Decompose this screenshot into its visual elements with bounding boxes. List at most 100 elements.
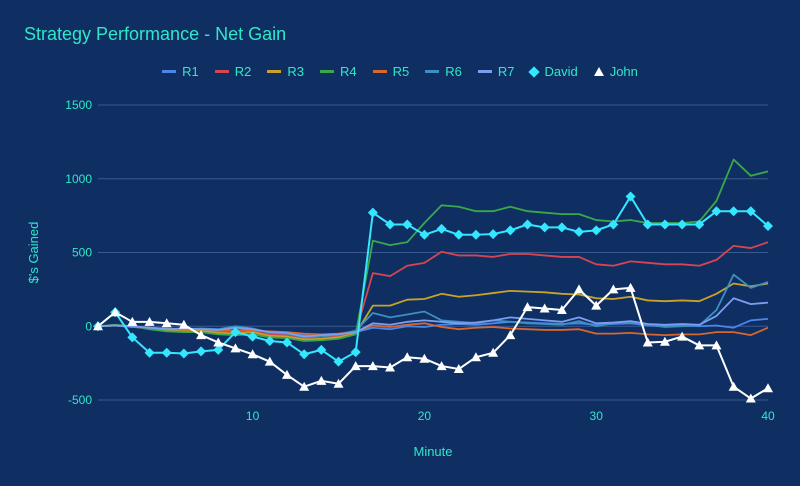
data-point-john bbox=[574, 284, 585, 294]
data-point-john bbox=[316, 375, 327, 385]
data-point-david bbox=[763, 220, 773, 231]
data-point-david bbox=[213, 344, 224, 355]
data-point-david bbox=[161, 347, 172, 358]
data-point-john bbox=[488, 347, 499, 357]
data-point-david bbox=[591, 225, 602, 236]
data-point-john bbox=[556, 305, 567, 315]
data-point-john bbox=[625, 282, 636, 292]
data-point-john bbox=[178, 319, 189, 329]
data-point-john bbox=[299, 381, 310, 391]
data-point-john bbox=[196, 330, 207, 340]
data-point-david bbox=[402, 219, 413, 230]
data-point-john bbox=[110, 307, 121, 317]
data-point-david bbox=[642, 219, 653, 230]
series-line-r4 bbox=[97, 158, 769, 342]
legend-item-r3: R3 bbox=[267, 64, 304, 79]
data-point-david bbox=[247, 331, 258, 342]
data-point-john bbox=[745, 393, 756, 403]
data-point-john bbox=[694, 340, 705, 350]
legend-label: R2 bbox=[234, 64, 252, 79]
y-tick-label: 0 bbox=[85, 319, 92, 333]
data-point-david bbox=[556, 222, 567, 233]
data-point-john bbox=[522, 302, 533, 312]
legend-swatch bbox=[267, 70, 282, 73]
series-line-john bbox=[97, 286, 769, 400]
chart-title: Strategy Performance - Net Gain bbox=[24, 24, 287, 44]
data-point-david bbox=[728, 206, 739, 217]
data-point-john bbox=[436, 361, 447, 371]
data-point-john bbox=[385, 362, 396, 372]
data-point-john bbox=[728, 381, 739, 391]
data-point-david bbox=[625, 191, 636, 202]
data-point-john bbox=[677, 331, 688, 341]
data-point-john bbox=[230, 343, 241, 353]
data-point-john bbox=[419, 353, 430, 363]
legend-swatch bbox=[372, 70, 387, 73]
data-point-john bbox=[264, 356, 275, 366]
data-point-david bbox=[659, 219, 670, 230]
data-point-john bbox=[470, 352, 481, 362]
data-point-john bbox=[539, 303, 550, 313]
legend-label: John bbox=[609, 64, 638, 79]
series-line-david bbox=[97, 195, 769, 363]
legend-label: R5 bbox=[392, 64, 410, 79]
data-point-john bbox=[247, 349, 258, 359]
data-point-david bbox=[745, 206, 756, 217]
legend-swatch bbox=[425, 70, 440, 73]
legend-label: R7 bbox=[497, 64, 515, 79]
data-point-david bbox=[453, 229, 464, 240]
data-point-john bbox=[127, 316, 138, 326]
data-point-david bbox=[367, 207, 378, 218]
data-point-john bbox=[402, 352, 413, 362]
legend-swatch bbox=[214, 70, 229, 73]
data-point-david bbox=[333, 356, 344, 367]
data-point-john bbox=[659, 336, 670, 346]
data-point-john bbox=[281, 369, 292, 379]
legend-label: R6 bbox=[445, 64, 462, 79]
data-point-david bbox=[522, 219, 533, 230]
data-point-david bbox=[711, 206, 722, 217]
series-line-r7 bbox=[97, 297, 769, 338]
x-tick-label: 10 bbox=[246, 409, 260, 423]
data-point-john bbox=[642, 337, 653, 347]
legend-swatch bbox=[477, 70, 492, 73]
data-point-david bbox=[694, 219, 705, 230]
legend-swatch bbox=[162, 70, 177, 73]
y-tick-label: 1500 bbox=[65, 98, 92, 112]
y-tick-label: 500 bbox=[72, 246, 92, 260]
data-point-david bbox=[350, 347, 361, 358]
legend-item-r4: R4 bbox=[319, 64, 357, 79]
legend-swatch bbox=[593, 67, 604, 76]
data-point-john bbox=[591, 300, 602, 310]
data-point-john bbox=[763, 383, 773, 393]
data-point-john bbox=[367, 361, 378, 371]
legend-item-r5: R5 bbox=[372, 64, 410, 79]
data-point-john bbox=[505, 330, 516, 340]
data-point-david bbox=[281, 337, 292, 348]
legend-item-r1: R1 bbox=[162, 64, 199, 79]
x-tick-label: 30 bbox=[590, 409, 604, 423]
legend-item-david: David bbox=[528, 64, 578, 79]
y-tick-label: -500 bbox=[68, 393, 92, 407]
data-point-john bbox=[711, 340, 722, 350]
y-axis-title: $'s Gained bbox=[26, 222, 41, 284]
series-line-r6 bbox=[97, 273, 769, 339]
data-point-john bbox=[453, 364, 464, 374]
data-point-john bbox=[213, 337, 224, 347]
data-point-david bbox=[230, 327, 241, 338]
data-point-david bbox=[316, 344, 327, 355]
data-point-david bbox=[385, 219, 396, 230]
data-point-david bbox=[505, 225, 516, 236]
series-line-r3 bbox=[97, 282, 769, 341]
data-point-david bbox=[127, 332, 138, 343]
legend-swatch bbox=[319, 70, 334, 73]
data-point-john bbox=[144, 316, 155, 326]
legend-item-john: John bbox=[593, 64, 638, 79]
data-point-john bbox=[161, 318, 172, 328]
data-point-david bbox=[608, 219, 619, 230]
data-point-john bbox=[608, 284, 619, 294]
data-point-david bbox=[574, 226, 585, 237]
legend-item-r2: R2 bbox=[214, 64, 252, 79]
